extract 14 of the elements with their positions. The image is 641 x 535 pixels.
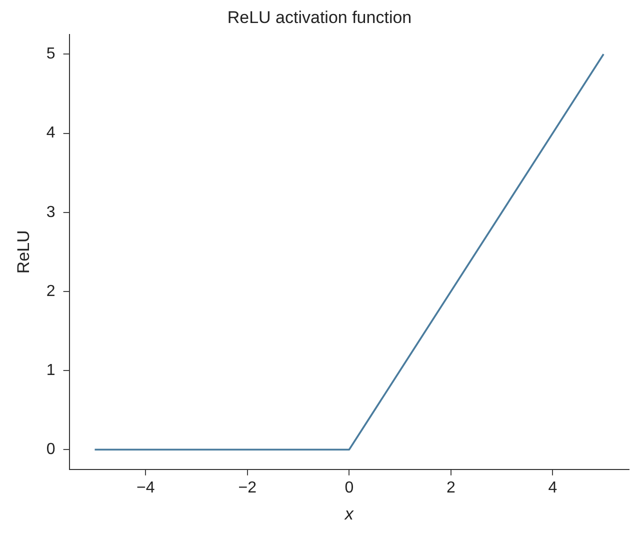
y-tick-label: 2 (46, 282, 56, 300)
x-tick-label: −4 (136, 479, 155, 496)
y-tick-label: 1 (46, 362, 56, 379)
chart-title: ReLU activation function (227, 8, 412, 27)
y-axis-title: ReLU (14, 230, 33, 274)
x-tick-label: 4 (548, 479, 558, 496)
y-tick-label: 0 (46, 441, 56, 458)
y-tick-label: 4 (46, 124, 56, 142)
y-tick-label: 3 (46, 204, 56, 221)
x-tick-label: −2 (238, 479, 257, 496)
y-tick-label: 5 (46, 46, 56, 63)
x-tick-label: 2 (446, 479, 456, 496)
x-axis-title: x (344, 504, 354, 524)
x-tick-label: 0 (344, 479, 354, 496)
